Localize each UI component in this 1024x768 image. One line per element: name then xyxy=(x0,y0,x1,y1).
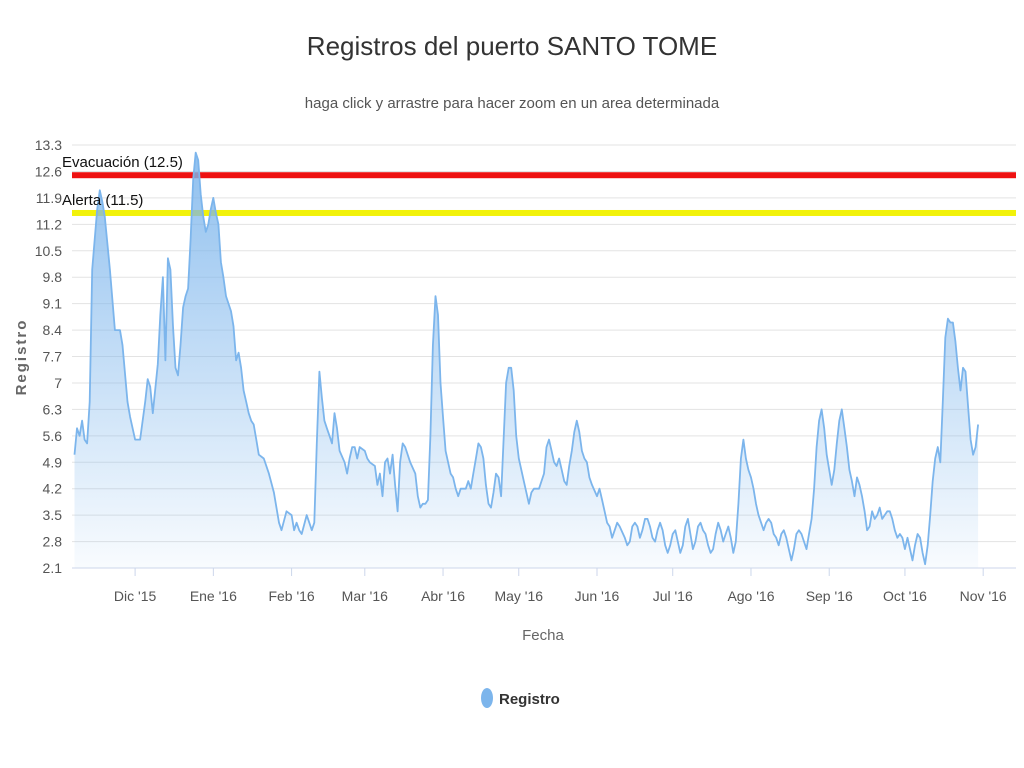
y-tick-label: 3.5 xyxy=(43,507,63,523)
legend-marker[interactable] xyxy=(481,688,493,708)
plot-bands xyxy=(72,172,1016,216)
series-area-fill xyxy=(74,152,979,568)
y-tick-label: 4.2 xyxy=(43,481,63,497)
series-line[interactable] xyxy=(73,151,979,566)
y-tick-label: 12.6 xyxy=(35,163,62,179)
x-tick-label: Feb '16 xyxy=(268,588,314,604)
x-tick-label: Sep '16 xyxy=(806,588,853,604)
y-tick-label: 6.3 xyxy=(43,401,63,417)
x-tick-label: Ene '16 xyxy=(190,588,237,604)
x-tick-label: Jul '16 xyxy=(653,588,693,604)
x-tick-label: Ago '16 xyxy=(727,588,774,604)
y-tick-label: 8.4 xyxy=(43,322,63,338)
legend[interactable]: Registro xyxy=(481,688,560,708)
y-tick-label: 9.8 xyxy=(43,269,63,285)
x-tick-label: Mar '16 xyxy=(342,588,388,604)
x-axis-title: Fecha xyxy=(522,627,564,644)
y-tick-label: 11.9 xyxy=(36,190,62,206)
x-axis-ticks: Dic '15 Ene '16 Feb '16 Mar '16 Abr '16 May '… xyxy=(114,568,1007,604)
y-tick-label: 11.2 xyxy=(36,216,62,232)
y-tick-label: 2.1 xyxy=(43,560,63,576)
plot-band-line xyxy=(72,172,1016,179)
y-tick-label: 5.6 xyxy=(43,428,63,444)
y-tick-label: 7.7 xyxy=(43,349,63,365)
y-axis-title: Registro xyxy=(13,319,30,396)
y-tick-label: 9.1 xyxy=(43,296,63,312)
x-tick-label: Jun '16 xyxy=(575,588,620,604)
x-tick-label: Abr '16 xyxy=(421,588,465,604)
legend-label[interactable]: Registro xyxy=(499,691,560,708)
y-axis-ticks: 2.1 2.8 3.5 4.2 4.9 5.6 6.3 7 7.7 8.4 9.1 9.8 10.5 11… xyxy=(35,137,62,576)
y-tick-label: 7 xyxy=(54,375,62,391)
y-tick-label: 2.8 xyxy=(43,534,63,550)
y-tick-label: 4.9 xyxy=(43,454,63,470)
x-tick-label: Nov '16 xyxy=(960,588,1007,604)
y-tick-label: 10.5 xyxy=(35,243,62,259)
plot-band-label: Evacuación (12.5) xyxy=(62,154,183,171)
x-tick-label: Dic '15 xyxy=(114,588,157,604)
chart-subtitle: haga click y arrastre para hacer zoom en… xyxy=(305,95,720,112)
x-tick-label: Oct '16 xyxy=(883,588,927,604)
plot-band-label: Alerta (11.5) xyxy=(62,192,143,209)
x-tick-label: May '16 xyxy=(494,588,543,604)
plot-band-labels: Evacuación (12.5) Alerta (11.5) xyxy=(62,154,183,209)
plot-band-line xyxy=(72,209,1016,216)
y-tick-label: 13.3 xyxy=(35,137,62,153)
series-area[interactable] xyxy=(73,151,979,568)
chart-title: Registros del puerto SANTO TOME xyxy=(307,31,717,61)
